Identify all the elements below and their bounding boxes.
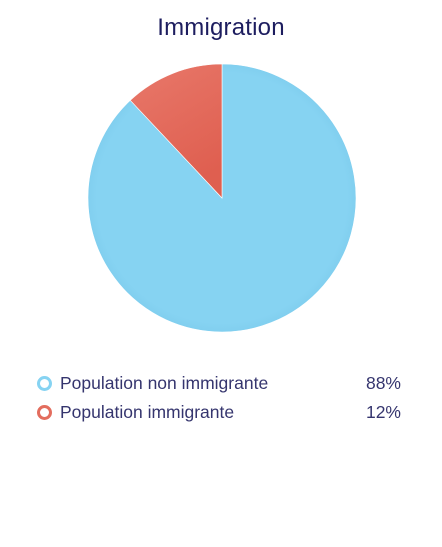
legend-label: Population immigrante — [60, 402, 235, 422]
legend-label: Population non immigrante — [60, 373, 269, 393]
legend-value: 12% — [365, 402, 401, 422]
legend-item-non-immigrant[interactable]: Population non immigrante 88% — [37, 369, 401, 398]
chart-title: Immigration — [157, 14, 285, 41]
pie-slice-immigrant[interactable] — [129, 63, 223, 199]
legend-item-immigrant[interactable]: Population immigrante 12% — [37, 398, 401, 427]
pie-chart — [87, 63, 357, 333]
chart-legend: Population non immigrante 88% Population… — [37, 369, 401, 427]
legend-marker-immigrant — [37, 405, 52, 420]
legend-marker-non-immigrant — [37, 376, 52, 391]
legend-value: 88% — [365, 373, 401, 393]
